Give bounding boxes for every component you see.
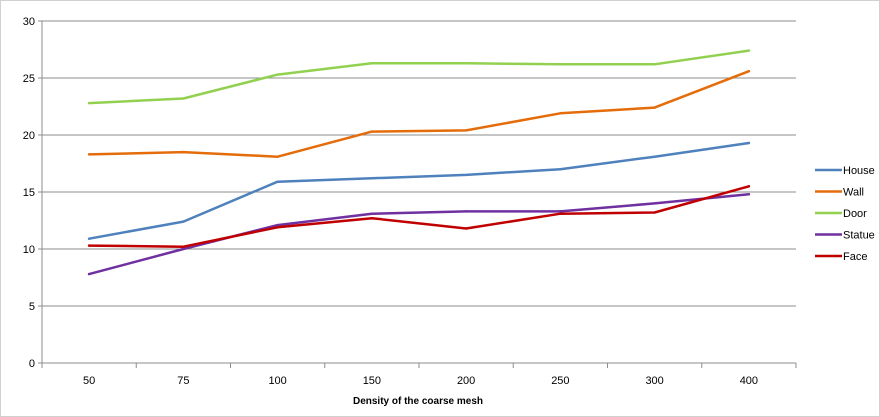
axes: 0 5 10 15 20 25 30 50 75 100 150 200 250 300 400 (23, 16, 797, 387)
y-tick-label: 15 (23, 187, 35, 199)
data-point-statue (464, 210, 468, 213)
y-tick-label: 30 (23, 16, 35, 28)
y-tick-label: 20 (23, 130, 35, 142)
legend-label: Wall (843, 187, 864, 199)
legend-item-house: House (815, 165, 875, 177)
data-point-door (747, 49, 751, 52)
data-point-house (559, 168, 562, 171)
data-point-door (559, 63, 562, 66)
legend-label: Face (843, 251, 867, 263)
data-point-face (653, 211, 656, 214)
data-point-face (370, 217, 374, 220)
data-point-wall (653, 106, 656, 109)
x-tick-label: 50 (83, 375, 95, 387)
data-point-house (653, 155, 656, 158)
y-tick-label: 5 (29, 301, 35, 313)
gridlines (42, 20, 796, 307)
data-point-statue (182, 247, 185, 251)
data-point-door (182, 97, 185, 100)
data-point-door (370, 61, 374, 65)
data-point-house (370, 177, 374, 180)
data-point-wall (87, 153, 91, 156)
x-axis-title: Density of the coarse mesh (353, 396, 483, 407)
legend-item-door: Door (815, 208, 867, 220)
data-point-door (276, 73, 279, 76)
y-tick-label: 25 (23, 73, 35, 85)
data-point-wall (370, 130, 374, 133)
data-point-wall (747, 69, 751, 73)
data-point-door (87, 101, 91, 105)
x-tick-label: 75 (177, 375, 189, 387)
data-point-face (276, 226, 279, 229)
legend-item-wall: Wall (815, 187, 864, 199)
data-point-statue (370, 212, 374, 215)
data-point-wall (464, 129, 468, 132)
x-tick-label: 400 (740, 375, 758, 387)
x-tick-label: 150 (363, 375, 381, 387)
series-line-door (87, 49, 751, 105)
data-point-statue (653, 202, 656, 205)
x-tick-label: 100 (268, 375, 286, 387)
legend-label: Door (843, 208, 867, 220)
series-line-house (87, 141, 751, 240)
series-line-wall (87, 69, 751, 158)
data-point-house (87, 237, 91, 240)
data-point-statue (747, 193, 751, 196)
data-point-wall (559, 112, 562, 115)
series-lines (87, 49, 751, 276)
data-point-statue (276, 223, 279, 227)
data-point-face (464, 227, 468, 230)
data-point-face (87, 244, 91, 247)
legend-item-face: Face (815, 251, 867, 263)
legend-label: Statue (843, 230, 875, 242)
x-tick-label: 250 (551, 375, 569, 387)
series-line-face (87, 185, 751, 248)
legend-item-statue: Statue (815, 230, 875, 242)
data-point-statue (559, 210, 562, 213)
data-point-statue (87, 272, 91, 276)
data-point-door (464, 61, 468, 65)
data-point-house (747, 141, 751, 145)
series-line-statue (87, 193, 751, 276)
y-tick-label: 0 (29, 358, 35, 370)
data-point-face (182, 245, 185, 248)
x-tick-label: 300 (645, 375, 663, 387)
data-point-house (276, 180, 279, 183)
data-point-house (182, 220, 185, 223)
data-point-face (747, 185, 751, 188)
data-point-wall (182, 150, 185, 154)
data-point-house (464, 173, 468, 177)
data-point-face (559, 212, 562, 215)
data-point-door (653, 63, 656, 66)
data-point-wall (276, 155, 279, 158)
x-tick-label: 200 (457, 375, 475, 387)
y-tick-label: 10 (23, 244, 35, 256)
legend-label: House (843, 165, 875, 177)
legend: House Wall Door Statue Face (815, 165, 875, 263)
